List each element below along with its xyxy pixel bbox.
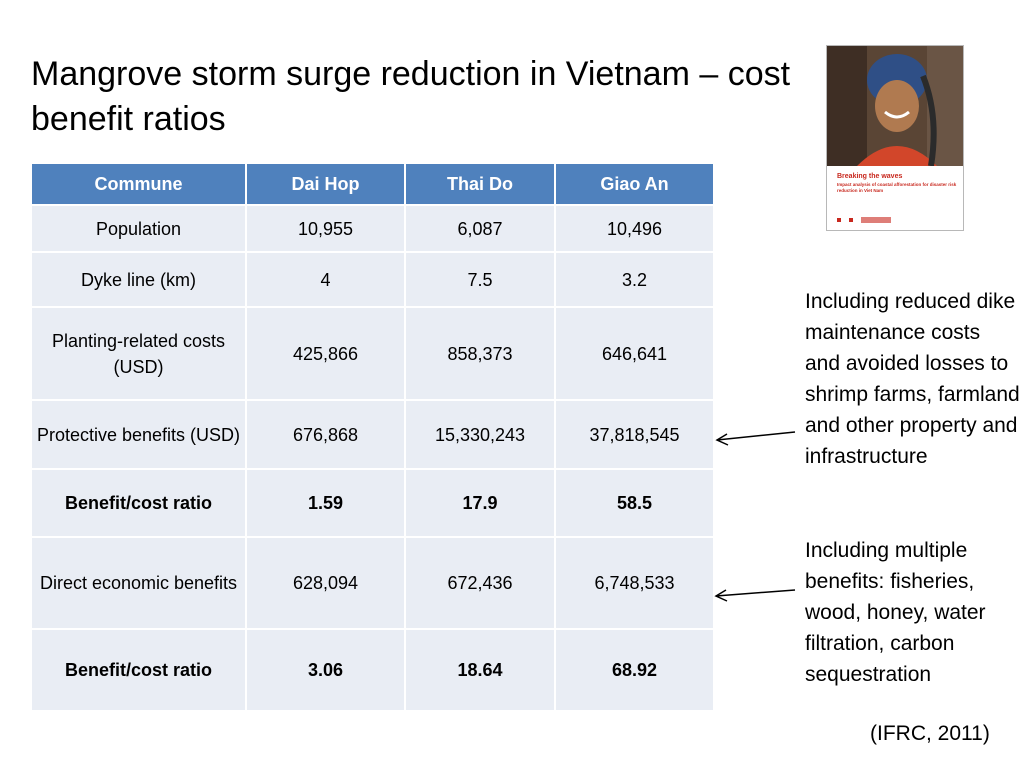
table-cell: 628,094	[245, 536, 406, 630]
table-row: Benefit/cost ratio 1.59 17.9 58.5	[30, 468, 715, 538]
cost-benefit-table: Commune Dai Hop Thai Do Giao An Populati…	[30, 162, 715, 712]
table-cell: 6,087	[404, 204, 556, 253]
table-cell: 58.5	[554, 468, 715, 538]
cover-photo	[827, 46, 963, 166]
report-cover-thumbnail: Breaking the waves Impact analysis of co…	[826, 45, 964, 231]
header-giao-an: Giao An	[554, 162, 715, 206]
row-label: Benefit/cost ratio	[30, 468, 247, 538]
header-thai-do: Thai Do	[404, 162, 556, 206]
table-cell: 7.5	[404, 251, 556, 308]
table-cell: 3.2	[554, 251, 715, 308]
table-cell: 1.59	[245, 468, 406, 538]
arrow-direct-benefits	[714, 589, 796, 602]
table-cell: 858,373	[404, 306, 556, 401]
table-cell: 15,330,243	[404, 399, 556, 470]
cover-subtitle: Impact analysis of coastal afforestation…	[837, 182, 957, 193]
cover-title: Breaking the waves	[837, 173, 903, 180]
table-row: Benefit/cost ratio 3.06 18.64 68.92	[30, 628, 715, 712]
table-cell: 672,436	[404, 536, 556, 630]
table-cell: 676,868	[245, 399, 406, 470]
table-cell: 68.92	[554, 628, 715, 712]
row-label: Dyke line (km)	[30, 251, 247, 308]
table-cell: 17.9	[404, 468, 556, 538]
table-row: Dyke line (km) 4 7.5 3.2	[30, 251, 715, 308]
row-label: Direct economic benefits	[30, 536, 247, 630]
table-cell: 10,496	[554, 204, 715, 253]
table-row: Protective benefits (USD) 676,868 15,330…	[30, 399, 715, 470]
table-cell: 18.64	[404, 628, 556, 712]
arrow-protective-benefits	[715, 431, 796, 446]
row-label: Benefit/cost ratio	[30, 628, 247, 712]
note-direct-benefits: Including multiple benefits: fisheries, …	[805, 539, 986, 686]
row-label: Protective benefits (USD)	[30, 399, 247, 470]
table-cell: 646,641	[554, 306, 715, 401]
table-cell: 3.06	[245, 628, 406, 712]
table-cell: 425,866	[245, 306, 406, 401]
table-row: Population 10,955 6,087 10,496	[30, 204, 715, 253]
row-label: Planting-related costs (USD)	[30, 306, 247, 401]
table-cell: 4	[245, 251, 406, 308]
table-cell: 37,818,545	[554, 399, 715, 470]
table-row: Planting-related costs (USD) 425,866 858…	[30, 306, 715, 401]
table-cell: 10,955	[245, 204, 406, 253]
table-header-row: Commune Dai Hop Thai Do Giao An	[30, 162, 715, 206]
note-protective-benefits: Including reduced dike maintenance costs…	[805, 290, 1020, 468]
table-cell: 6,748,533	[554, 536, 715, 630]
citation: (IFRC, 2011)	[870, 722, 990, 745]
table-row: Direct economic benefits 628,094 672,436…	[30, 536, 715, 630]
header-dai-hop: Dai Hop	[245, 162, 406, 206]
row-label: Population	[30, 204, 247, 253]
slide-title: Mangrove storm surge reduction in Vietna…	[31, 55, 791, 138]
header-commune: Commune	[30, 162, 247, 206]
cover-logos-icon	[837, 217, 891, 223]
